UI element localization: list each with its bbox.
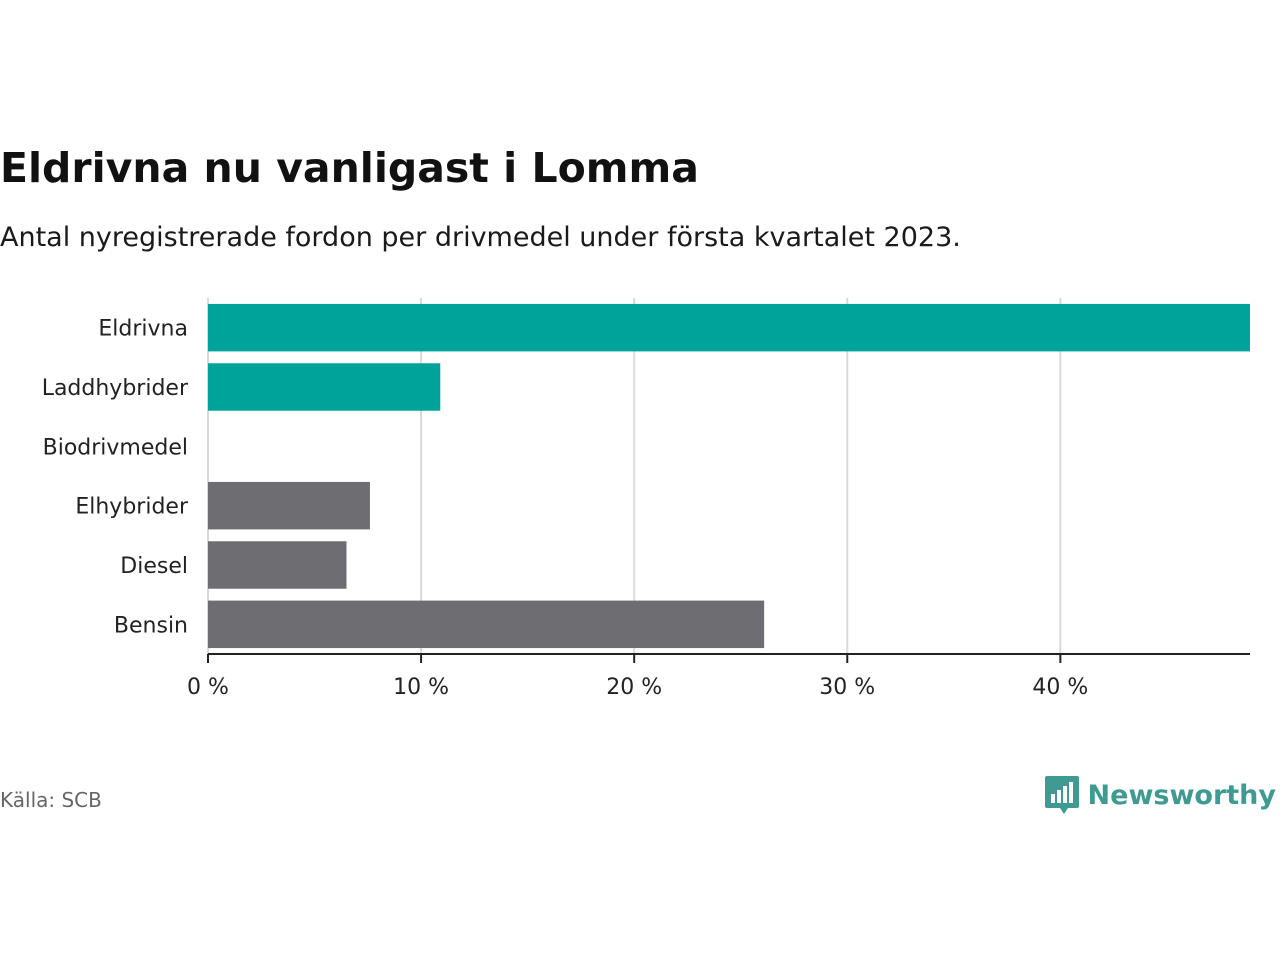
source-note: Källa: SCB (0, 788, 102, 812)
chart-subtitle: Antal nyregistrerade fordon per drivmede… (0, 222, 961, 253)
bars (208, 303, 1250, 649)
chart-title: Eldrivna nu vanligast i Lomma (0, 144, 699, 192)
category-labels: Eldrivna Laddhybrider Biodrivmedel Elhybrid… (42, 317, 189, 639)
brand-name: Newsworthy (1087, 779, 1276, 811)
x-tick-label: 0 % (187, 675, 229, 700)
x-tick-label: 30 % (819, 675, 875, 700)
x-axis: 0 % 10 % 20 % 30 % 40 % (187, 653, 1250, 700)
x-tick-label: 10 % (393, 675, 449, 700)
x-tick-label: 20 % (606, 675, 662, 700)
bar-bensin (208, 600, 765, 649)
category-label: Biodrivmedel (43, 435, 188, 460)
category-label: Laddhybrider (42, 376, 189, 401)
gridlines (207, 298, 1062, 654)
bar-diesel (208, 541, 347, 589)
brand-logo: Newsworthy (1044, 774, 1276, 816)
category-label: Elhybrider (75, 495, 189, 520)
category-label: Bensin (114, 613, 188, 638)
bar-eldrivna (208, 303, 1250, 352)
x-tick-label: 40 % (1032, 675, 1088, 700)
bar-elhybrider (208, 481, 370, 530)
bar-chart-speech-bubble-icon (1044, 776, 1079, 814)
category-label: Eldrivna (98, 317, 188, 342)
category-label: Diesel (120, 554, 188, 579)
bar-laddhybrider (208, 363, 441, 411)
